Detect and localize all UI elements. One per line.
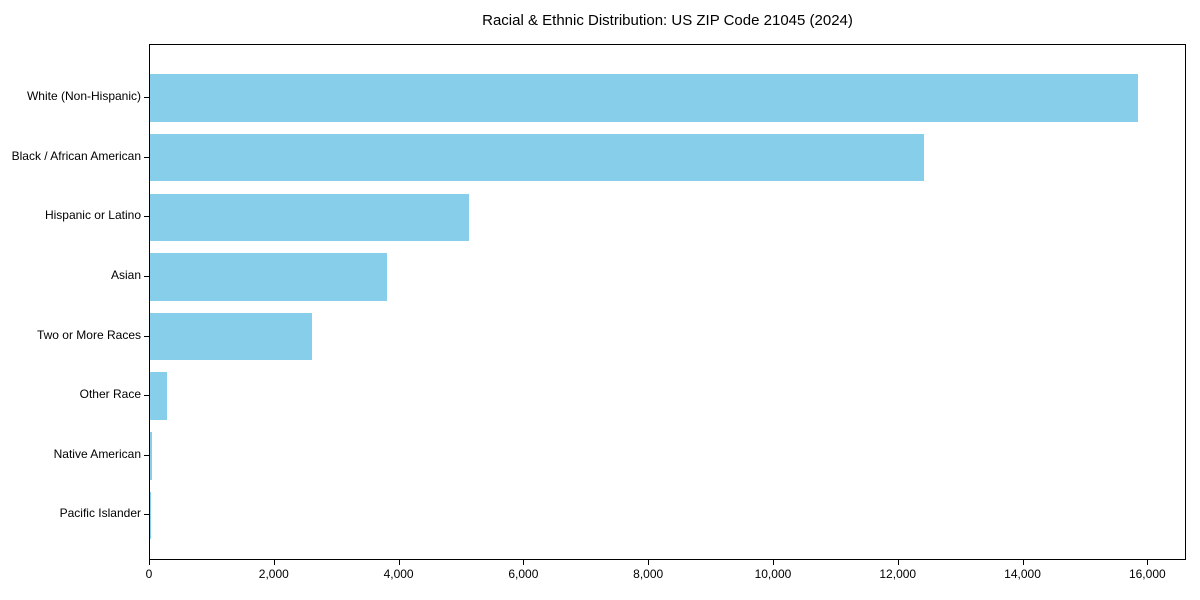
x-tick-label: 8,000 (633, 567, 664, 581)
y-tick-mark (144, 275, 149, 277)
chart-title: Racial & Ethnic Distribution: US ZIP Cod… (482, 12, 853, 29)
x-tick-label: 0 (145, 567, 153, 581)
y-tick-mark (144, 514, 149, 516)
x-tick-label: 6,000 (508, 567, 539, 581)
x-tick-mark (523, 560, 525, 565)
y-tick-label: Pacific Islander (59, 506, 141, 521)
bar (150, 372, 168, 420)
x-tick-mark (149, 560, 150, 565)
x-tick-mark (648, 560, 650, 565)
x-tick-label: 16,000 (1128, 567, 1166, 581)
x-tick-label: 14,000 (1004, 567, 1041, 581)
y-tick-label: Hispanic or Latino (44, 208, 141, 223)
bar (150, 193, 469, 242)
bar (150, 312, 312, 361)
x-tick-label: 4,000 (383, 567, 414, 581)
y-tick-label: White (Non-Hispanic) (26, 89, 141, 103)
y-tick-label: Other Race (79, 387, 141, 402)
y-tick-mark (144, 156, 149, 158)
y-tick-label: Asian (110, 267, 141, 282)
x-tick-mark (772, 560, 774, 565)
y-tick-label: Native American (53, 446, 141, 461)
bar (150, 432, 152, 480)
x-tick-mark (1147, 560, 1149, 565)
y-tick-mark (144, 97, 149, 98)
plot-area (149, 44, 1186, 560)
bar (150, 74, 1138, 122)
y-tick-label: Black / African American (11, 148, 141, 163)
y-tick-label: Two or More Races (36, 327, 141, 342)
x-tick-mark (897, 560, 899, 565)
x-tick-mark (1022, 560, 1024, 565)
y-tick-mark (144, 216, 149, 218)
bar (150, 133, 925, 182)
y-tick-mark (144, 335, 149, 337)
y-tick-mark (144, 454, 149, 456)
x-tick-label: 10,000 (754, 567, 792, 581)
bar (150, 491, 151, 540)
x-tick-label: 2,000 (258, 567, 289, 581)
bar (150, 253, 388, 301)
x-tick-mark (273, 560, 275, 565)
y-tick-mark (144, 395, 149, 397)
x-tick-mark (398, 560, 400, 565)
x-tick-label: 12,000 (879, 567, 917, 581)
